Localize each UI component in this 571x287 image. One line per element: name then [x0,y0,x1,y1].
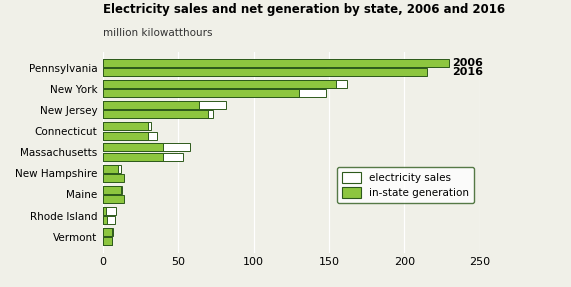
Bar [103,144,190,152]
Bar [103,132,157,140]
Bar [103,237,112,245]
Bar [103,228,113,236]
Bar [103,174,124,182]
Bar [103,110,208,119]
Legend: electricity sales, in-state generation: electricity sales, in-state generation [337,167,475,203]
Bar [103,216,107,224]
Bar [103,164,118,172]
Bar [103,144,163,152]
Text: 2006: 2006 [452,58,484,68]
Bar [103,195,124,203]
Bar [103,59,449,67]
Text: million kilowatthours: million kilowatthours [103,28,212,38]
Bar [103,216,115,224]
Bar [103,101,226,109]
Bar [103,80,347,88]
Bar [103,153,163,161]
Bar [103,101,199,109]
Bar [103,80,336,88]
Bar [103,228,112,236]
Bar [103,195,121,203]
Bar [103,122,148,130]
Bar [103,110,213,119]
Bar [103,237,112,245]
Bar [103,186,121,194]
Bar [103,68,326,76]
Bar [103,59,435,67]
Bar [103,122,151,130]
Bar [103,164,121,172]
Bar [103,186,122,194]
Bar [103,153,183,161]
Bar [103,89,326,97]
Bar [103,174,118,182]
Bar [103,207,116,215]
Bar [103,89,299,97]
Text: Electricity sales and net generation by state, 2006 and 2016: Electricity sales and net generation by … [103,3,505,16]
Bar [103,132,148,140]
Text: 2016: 2016 [452,67,484,77]
Bar [103,68,427,76]
Bar [103,207,106,215]
